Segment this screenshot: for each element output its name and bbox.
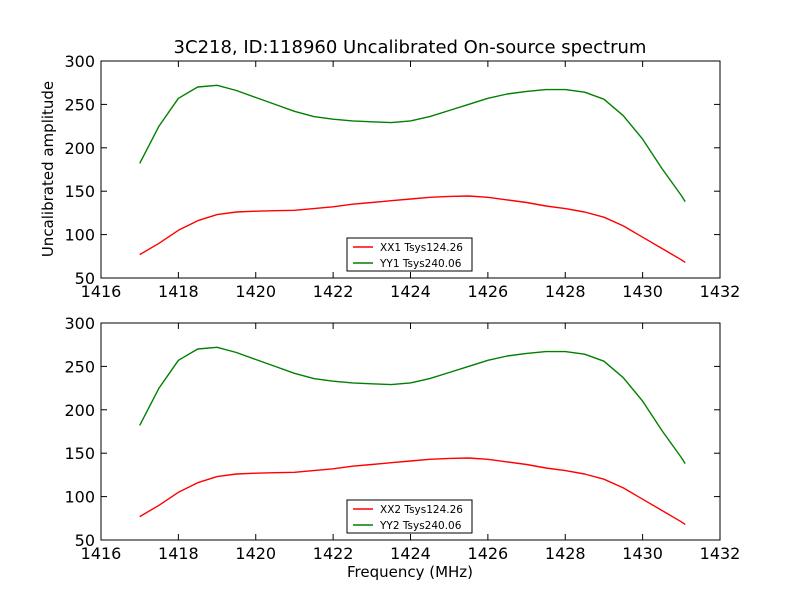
y-tick-label: 200 xyxy=(64,401,95,420)
x-tick-label: 1432 xyxy=(700,544,741,563)
legend-label: XX1 Tsys124.26 xyxy=(380,242,463,254)
x-tick-label: 1428 xyxy=(545,544,586,563)
y-tick-label: 100 xyxy=(64,226,95,245)
legend-label: YY1 Tsys240.06 xyxy=(379,258,462,270)
y-tick-label: 300 xyxy=(64,52,95,71)
y-tick-label: 50 xyxy=(75,269,95,288)
series-line-yy2 xyxy=(139,346,686,464)
figure-title: 3C218, ID:118960 Uncalibrated On-source … xyxy=(174,37,647,58)
plot-frame xyxy=(100,60,721,279)
x-tick-label: 1426 xyxy=(468,544,509,563)
y-tick-label: 250 xyxy=(64,95,95,114)
x-tick-label: 1424 xyxy=(390,544,431,563)
x-tick-label: 1416 xyxy=(81,282,122,301)
x-tick-label: 1422 xyxy=(313,544,354,563)
y-tick-label: 200 xyxy=(64,139,95,158)
series-line-xx2 xyxy=(139,457,686,525)
legend-box xyxy=(346,499,473,534)
x-tick-label: 1420 xyxy=(235,544,276,563)
y-tick-label: 150 xyxy=(64,182,95,201)
y-tick-label: 50 xyxy=(75,531,95,550)
x-tick-label: 1416 xyxy=(81,544,122,563)
plot-frame xyxy=(100,322,721,541)
x-tick-label: 1432 xyxy=(700,282,741,301)
x-tick-label: 1428 xyxy=(545,282,586,301)
y-tick-label: 150 xyxy=(64,444,95,463)
series-line-yy1 xyxy=(139,84,686,202)
top-panel: 1416 1418 1420 1422 1424 1426 1428 1430 1432 50 10… xyxy=(64,52,740,301)
x-tick-label: 1424 xyxy=(390,282,431,301)
legend-label: YY2 Tsys240.06 xyxy=(379,520,462,532)
y-tick-label: 300 xyxy=(64,314,95,333)
x-tick-label: 1418 xyxy=(158,282,199,301)
x-tick-label: 1426 xyxy=(468,282,509,301)
x-tick-label: 1430 xyxy=(622,544,663,563)
bottom-panel: 1416 1418 1420 1422 1424 1426 1428 1430 1432 50 10… xyxy=(64,314,740,563)
x-tick-label: 1418 xyxy=(158,544,199,563)
x-tick-label: 1430 xyxy=(622,282,663,301)
series-line-xx1 xyxy=(139,195,686,263)
y-tick-label: 100 xyxy=(64,488,95,507)
x-tick-label: 1422 xyxy=(313,282,354,301)
x-tick-label: 1420 xyxy=(235,282,276,301)
x-axis-label: Frequency (MHz) xyxy=(347,563,473,581)
y-axis-label: Uncalibrated amplitude xyxy=(39,81,57,257)
legend-box xyxy=(346,237,473,272)
y-tick-label: 250 xyxy=(64,357,95,376)
legend-label: XX2 Tsys124.26 xyxy=(380,504,463,516)
